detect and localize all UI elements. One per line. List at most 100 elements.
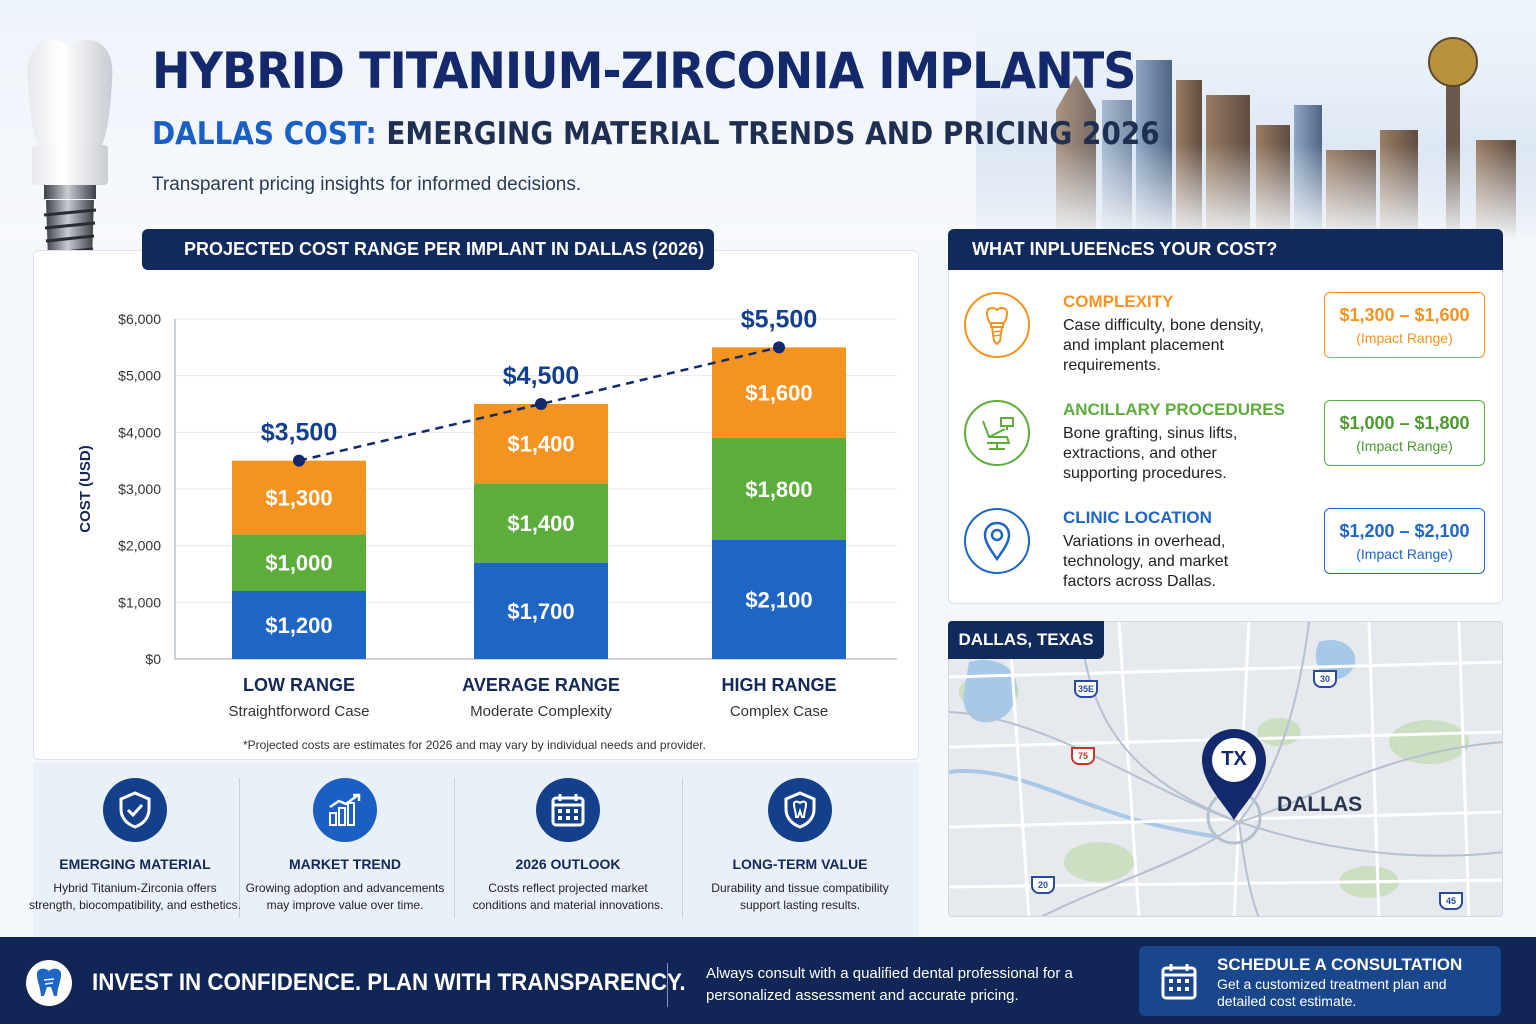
trend-point	[773, 341, 785, 354]
bar-total-label: $3,500	[261, 419, 337, 447]
bar-value-label: $1,200	[265, 613, 332, 638]
impact-range-badge: $1,300 – $1,600 (Impact Range)	[1324, 292, 1485, 358]
x-category-sublabel: Complex Case	[730, 703, 828, 720]
feature-title: MARKET TREND	[289, 856, 401, 872]
feature-2026-outlook: 2026 OUTLOOK Costs reflect projected mar…	[462, 778, 674, 914]
map-label: DALLAS, TEXAS	[948, 621, 1104, 659]
feature-text: Costs reflect projected market condition…	[472, 881, 664, 912]
bar-value-label: $1,300	[265, 486, 332, 511]
location-pin-icon	[964, 508, 1030, 574]
page-subtitle: DALLAS COST: EMERGING MATERIAL TRENDS AN…	[152, 116, 1160, 152]
subtitle-topic: EMERGING MATERIAL TRENDS AND PRICING 202…	[376, 116, 1160, 152]
bar-value-label: $1,700	[507, 599, 574, 624]
interstate-shield: 75	[1071, 747, 1095, 765]
feature-market-trend: MARKET TREND Growing adoption and advanc…	[239, 778, 451, 914]
y-tick-label: $2,000	[118, 538, 161, 554]
feature-title: 2026 OUTLOOK	[515, 856, 621, 872]
interstate-shield: 35E	[1074, 680, 1098, 698]
y-tick-label: $6,000	[118, 311, 161, 327]
cta-title: SCHEDULE A CONSULTATION	[1217, 955, 1463, 974]
y-tick-label: $1,000	[118, 594, 161, 610]
impact-range-badge: $1,000 – $1,800 (Impact Range)	[1324, 400, 1485, 466]
calendar-icon	[1161, 964, 1197, 1000]
influence-title: COMPLEXITY	[1063, 292, 1174, 311]
bar-segment	[712, 438, 846, 540]
subtitle-city: DALLAS COST:	[152, 116, 377, 152]
y-tick-label: $4,000	[118, 424, 161, 440]
impact-range-value: $1,000 – $1,800	[1339, 413, 1470, 433]
feature-text: Growing adoption and advancements may im…	[245, 881, 445, 912]
page-title: HYBRID TITANIUM-ZIRCONIA IMPLANTS	[152, 42, 1136, 100]
chart-footnote: *Projected costs are estimates for 2026 …	[243, 738, 706, 752]
bar-segment	[712, 540, 846, 659]
impact-range-value: $1,200 – $2,100	[1339, 521, 1470, 541]
chart-heading: PROJECTED COST RANGE PER IMPLANT IN DALL…	[142, 229, 714, 270]
x-category-sublabel: Moderate Complexity	[470, 703, 612, 720]
tooth-shield-icon	[768, 778, 832, 842]
bar-segment	[232, 534, 366, 591]
x-category-sublabel: Straightforword Case	[229, 703, 370, 720]
features-strip	[33, 762, 919, 942]
influence-complexity: COMPLEXITY Case difficulty, bone density…	[964, 292, 1494, 382]
bar-segment	[232, 460, 366, 535]
impact-range-value: $1,300 – $1,600	[1339, 305, 1470, 325]
bar-segment	[474, 562, 608, 659]
y-axis-label: COST (USD)	[77, 445, 94, 533]
divider	[454, 778, 455, 918]
x-category-label: HIGH RANGE	[721, 675, 836, 695]
influence-title: CLINIC LOCATION	[1063, 508, 1212, 527]
trend-point	[293, 454, 305, 467]
feature-title: LONG-TERM VALUE	[732, 856, 868, 872]
bar-value-label: $1,000	[265, 551, 332, 576]
influence-text: Bone grafting, sinus lifts, extractions,…	[1063, 425, 1238, 482]
map-city-label: DALLAS	[1277, 793, 1363, 816]
impact-range-label: (Impact Range)	[1356, 438, 1453, 454]
cta-text: Get a customized treatment plan and deta…	[1217, 976, 1447, 1009]
impact-range-label: (Impact Range)	[1356, 330, 1453, 346]
interstate-shield: 30	[1313, 670, 1337, 688]
bar-total-label: $5,500	[741, 305, 817, 333]
footer-divider	[667, 963, 668, 1007]
feature-text: Durability and tissue compatibility supp…	[711, 881, 889, 912]
feature-title: EMERGING MATERIAL	[59, 856, 211, 872]
map-pin-state: TX	[1221, 748, 1247, 770]
divider	[682, 778, 683, 918]
y-tick-label: $3,000	[118, 481, 161, 497]
influence-text: Case difficulty, bone density, and impla…	[1063, 317, 1264, 374]
bar-value-label: $1,600	[745, 381, 812, 406]
dallas-skyline-image	[976, 0, 1536, 240]
bar-segment	[474, 483, 608, 563]
implant-icon	[964, 292, 1030, 358]
y-tick-label: $0	[145, 651, 161, 667]
impact-range-label: (Impact Range)	[1356, 546, 1453, 562]
map-pin-icon[interactable]	[1199, 726, 1269, 822]
interstate-shield: 45	[1439, 892, 1463, 910]
interstate-shield: 20	[1031, 876, 1055, 894]
feature-long-term-value: LONG-TERM VALUE Durability and tissue co…	[694, 778, 906, 914]
influences-heading: WHAT INPLUEENᴄES YOUR COST?	[948, 229, 1503, 270]
bar-segment	[474, 404, 608, 484]
impact-range-badge: $1,200 – $2,100 (Impact Range)	[1324, 508, 1485, 574]
dental-chair-icon	[964, 400, 1030, 466]
trend-chart-icon	[313, 778, 377, 842]
calendar-icon	[536, 778, 600, 842]
tooth-logo-icon	[26, 960, 72, 1006]
footer-slogan: INVEST IN CONFIDENCE. PLAN WITH TRANSPAR…	[92, 969, 686, 996]
feature-emerging-material: EMERGING MATERIAL Hybrid Titanium-Zircon…	[29, 778, 241, 914]
trend-point	[535, 398, 547, 410]
x-category-label: AVERAGE RANGE	[462, 675, 620, 695]
trend-line	[298, 346, 780, 462]
influence-clinic-location: CLINIC LOCATION Variations in overhead, …	[964, 508, 1494, 598]
dallas-map[interactable]: 35E 30 75 20 45 TX DALLAS	[948, 621, 1503, 917]
x-category-label: LOW RANGE	[243, 675, 355, 695]
shield-check-icon	[103, 778, 167, 842]
divider	[239, 778, 240, 918]
feature-text: Hybrid Titanium-Zirconia offers strength…	[29, 881, 241, 912]
influence-title: ANCILLARY PROCEDURES	[1063, 400, 1285, 419]
bar-value-label: $1,400	[507, 511, 574, 536]
schedule-consultation-button[interactable]: SCHEDULE A CONSULTATION Get a customized…	[1139, 946, 1501, 1016]
tagline: Transparent pricing insights for informe…	[152, 174, 582, 195]
influence-text: Variations in overhead, technology, and …	[1063, 533, 1229, 590]
footer-disclaimer: Always consult with a qualified dental p…	[706, 965, 1073, 1004]
bar-value-label: $1,800	[745, 477, 812, 502]
